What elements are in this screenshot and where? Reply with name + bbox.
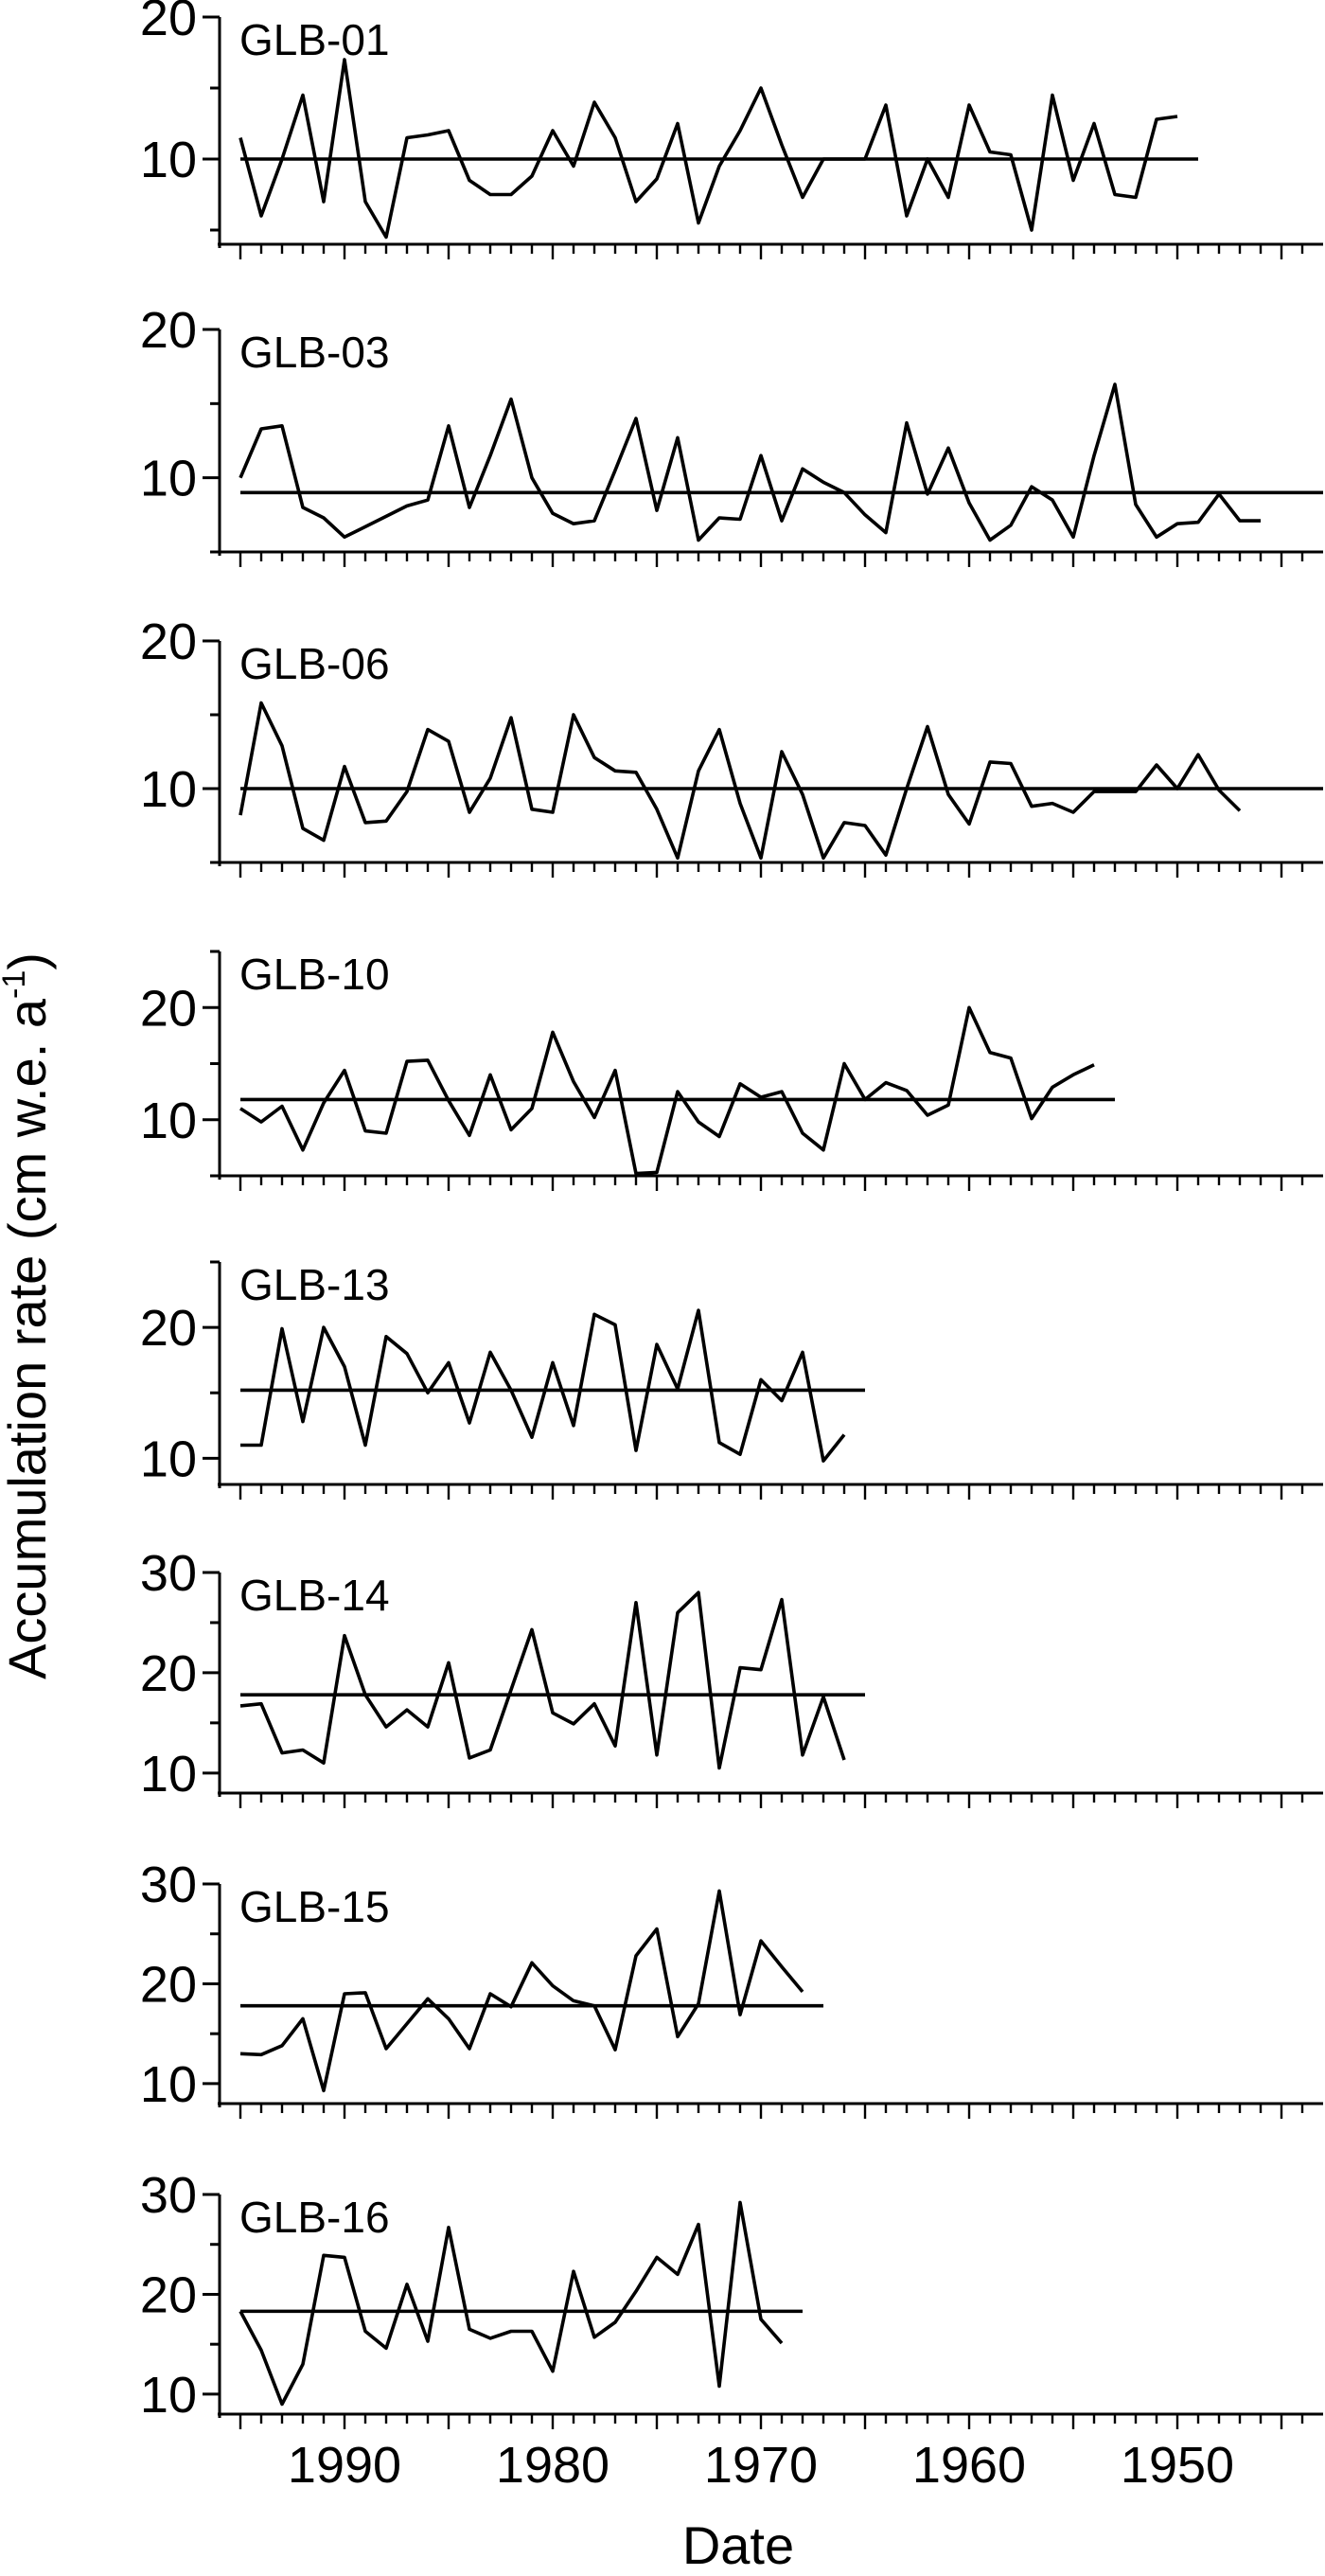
x-tick-label: 1960 [912, 2437, 1026, 2494]
x-tick-label: 1980 [496, 2437, 610, 2494]
y-tick-label: 10 [140, 2056, 197, 2113]
panel-glb-01: 10 20 GLB-01 [140, 0, 1323, 259]
panel-glb-10: 10 20 GLB-10 [140, 950, 1323, 1191]
y-axis-title-end: ) [0, 952, 57, 970]
x-axis-title: Date [682, 2515, 794, 2575]
panel-glb-16: 10 20 30 GLB-16 [140, 2167, 1323, 2429]
y-tick-label: 10 [140, 1746, 197, 1803]
panel-label: GLB-14 [239, 1571, 390, 1620]
y-tick-label: 20 [140, 1645, 197, 1702]
series-line [240, 1308, 846, 1463]
series-line [239, 1005, 1095, 1176]
panel-label: GLB-16 [239, 2193, 390, 2242]
y-tick-label: 20 [140, 2266, 197, 2323]
y-tick-label: 10 [140, 761, 197, 818]
y-tick-label: 20 [140, 1300, 197, 1357]
y-tick-label: 30 [140, 2167, 197, 2224]
x-tick-label: 1970 [704, 2437, 818, 2494]
series-line [238, 701, 1242, 861]
x-tick-label: 1990 [288, 2437, 401, 2494]
y-tick-label: 20 [140, 0, 197, 46]
panel-glb-14: 10 20 30 GLB-14 [140, 1545, 1323, 1808]
y-tick-label: 10 [140, 2367, 197, 2424]
panel-glb-15: 10 20 30 GLB-15 [140, 1856, 1323, 2119]
panel-label: GLB-03 [239, 328, 390, 377]
panel-glb-13: 10 20 GLB-13 [140, 1260, 1323, 1500]
series-line [239, 1889, 804, 2093]
y-axis-title-superscript: -1 [0, 970, 32, 999]
y-tick-label: 30 [140, 1856, 197, 1913]
y-tick-label: 20 [140, 613, 197, 670]
y-axis-title: Accumulation rate (cm w.e. a-1) [0, 952, 57, 1679]
panels-group: 10 20 GLB-01 10 20 GLB-03 10 20 GLB-06 10 20 GLB-10… [140, 0, 1323, 2494]
panel-label: GLB-15 [239, 1882, 390, 1931]
series-line [238, 382, 1261, 542]
y-tick-label: 30 [140, 1545, 197, 1602]
y-tick-label: 10 [140, 451, 197, 507]
y-tick-label: 20 [140, 302, 197, 359]
series-line [238, 2200, 784, 2407]
panel-glb-03: 10 20 GLB-03 [140, 302, 1323, 567]
y-axis-title-main: Accumulation rate (cm w.e. a [0, 998, 57, 1679]
y-tick-label: 20 [140, 1956, 197, 2013]
y-tick-label: 10 [140, 1430, 197, 1487]
panel-label: GLB-10 [239, 950, 390, 999]
panel-label: GLB-06 [239, 639, 390, 688]
panel-label: GLB-13 [239, 1260, 390, 1309]
y-tick-label: 10 [140, 132, 197, 188]
y-tick-label: 20 [140, 980, 197, 1037]
y-tick-label: 10 [140, 1093, 197, 1149]
series-line [239, 1590, 846, 1770]
x-tick-label: 1950 [1121, 2437, 1234, 2494]
series-line [238, 58, 1178, 240]
panel-glb-06: 10 20 GLB-06 [140, 613, 1323, 878]
panel-label: GLB-01 [239, 15, 390, 64]
